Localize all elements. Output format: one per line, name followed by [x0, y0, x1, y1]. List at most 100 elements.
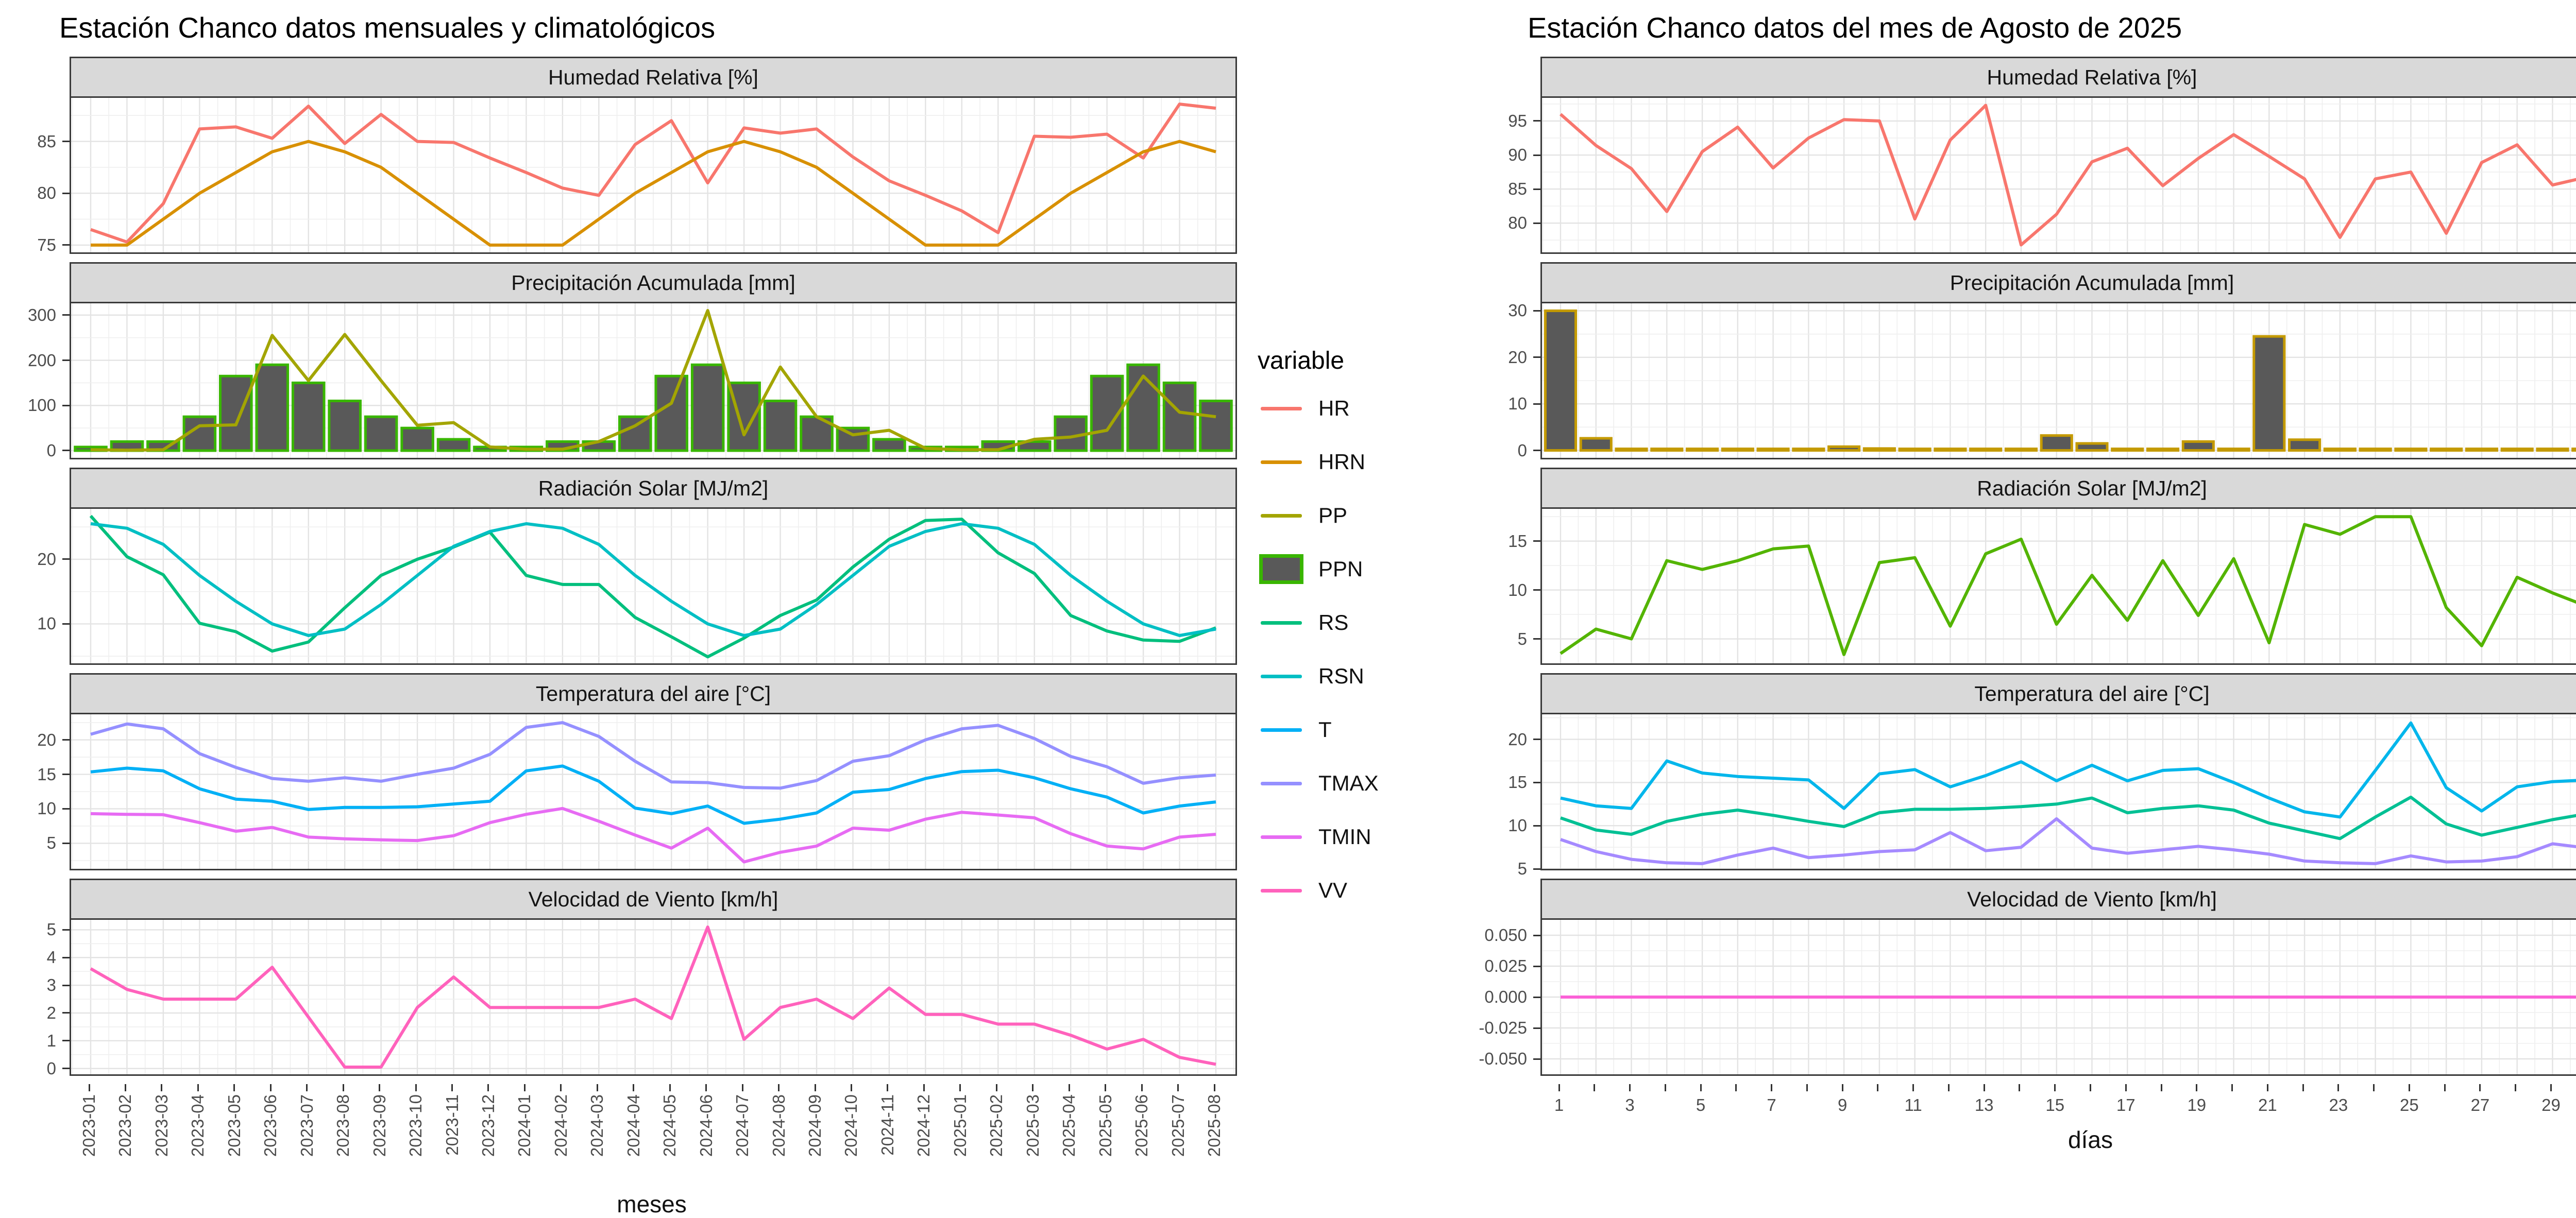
swatch-shape: [1261, 728, 1302, 732]
left-plot-svg-0: [71, 98, 1235, 252]
y-axis-spacer: [1450, 879, 1540, 918]
y-tick-mark: [62, 1068, 70, 1070]
y-tick-mark: [62, 774, 70, 776]
x-tick-label: 2023-12: [478, 1094, 498, 1157]
x-tick-mark: [2231, 1084, 2233, 1091]
y-tick-mark: [1533, 1058, 1540, 1060]
y-tick-label: 0.025: [1484, 956, 1527, 975]
right-strip-1: Precipitación Acumulada [mm]: [1540, 262, 2576, 302]
x-tick-label: 19: [2187, 1095, 2207, 1114]
legend-label: PP: [1318, 503, 1348, 527]
x-tick-label: 29: [2541, 1095, 2561, 1114]
x-tick-mark: [923, 1084, 925, 1091]
x-tick-mark: [633, 1084, 635, 1091]
swatch-shape: [1261, 674, 1302, 678]
x-tick-mark: [2054, 1084, 2056, 1091]
y-tick-label: 0: [1517, 440, 1527, 460]
x-tick-mark: [995, 1084, 997, 1091]
y-tick-mark: [1533, 934, 1540, 936]
legend-line-swatch-icon: [1258, 607, 1305, 639]
y-axis-spacer: [1450, 57, 1540, 96]
left-strip-2: Radiación Solar [MJ/m2]: [70, 468, 1237, 507]
left-plot-area-4: [70, 918, 1237, 1076]
x-tick-mark: [2090, 1084, 2091, 1091]
x-tick-mark: [2444, 1084, 2446, 1091]
x-tick-mark: [1771, 1084, 1773, 1091]
right-y-axis-1: 0 10 20 30: [1450, 301, 1540, 460]
y-tick-mark: [62, 956, 70, 958]
y-tick-mark: [1533, 638, 1540, 640]
y-tick-mark: [1533, 996, 1540, 998]
x-tick-label: 2024-01: [515, 1094, 534, 1157]
swatch-shape: [1259, 554, 1303, 584]
legend-line-swatch-icon: [1258, 392, 1305, 424]
left-legend: variable HR HRN PP PPN RS RSN T TMAX TMIN VV: [1258, 347, 1379, 928]
y-tick-mark: [1533, 739, 1540, 741]
x-tick-mark: [88, 1084, 90, 1091]
left-strip-title-1: Precipitación Acumulada [mm]: [511, 270, 795, 295]
swatch-shape: [1261, 888, 1302, 893]
legend-entry-TMAX: TMAX: [1258, 767, 1379, 799]
y-tick-mark: [62, 359, 70, 362]
left-plot-svg-2: [71, 509, 1235, 663]
x-tick-label: 2024-08: [769, 1094, 788, 1157]
y-tick-label: 80: [1508, 213, 1527, 233]
left-y-axis-0: 75 80 85: [5, 96, 70, 254]
x-tick-mark: [741, 1084, 743, 1091]
right-plot-area-3: [1540, 713, 2576, 870]
x-tick-label: 2025-03: [1023, 1094, 1042, 1157]
y-tick-mark: [1533, 154, 1540, 156]
y-tick-label: 85: [37, 131, 56, 151]
y-tick-label: 75: [37, 235, 56, 254]
x-tick-label: 2023-02: [115, 1094, 135, 1157]
y-tick-label: 3: [46, 975, 56, 995]
left-facet-panels: Humedad Relativa [%] 75 80 85 Precipitación …: [5, 57, 1237, 1218]
left-plot-area-0: [70, 96, 1237, 254]
x-tick-label: 2023-11: [442, 1094, 462, 1156]
left-x-axis-title: meses: [617, 1191, 687, 1217]
right-strip-title-0: Humedad Relativa [%]: [1987, 65, 2197, 89]
x-tick-mark: [1105, 1084, 1107, 1091]
x-tick-label: 1: [1554, 1095, 1564, 1114]
y-tick-label: 10: [1508, 394, 1527, 414]
x-tick-label: 2023-03: [151, 1094, 171, 1157]
right-plot-area-4: [1540, 918, 2576, 1076]
x-tick-label: 3: [1625, 1095, 1635, 1114]
left-x-axis: 2023-01 2023-02 2023-03 2023-04 2023-05 2023-…: [70, 1084, 1234, 1187]
y-tick-label: 10: [37, 799, 56, 818]
y-tick-label: 0: [46, 1058, 56, 1078]
left-strip-title-0: Humedad Relativa [%]: [548, 65, 758, 89]
left-strip-3: Temperatura del aire [°C]: [70, 673, 1237, 713]
x-tick-mark: [2196, 1084, 2198, 1091]
x-tick-mark: [959, 1084, 961, 1091]
left-chart-title: Estación Chanco datos mensuales y climat…: [59, 11, 716, 44]
y-tick-mark: [1533, 310, 1540, 312]
right-chart-title: Estación Chanco datos del mes de Agosto …: [1528, 11, 2182, 44]
left-strip-1: Precipitación Acumulada [mm]: [70, 262, 1237, 302]
swatch-shape: [1261, 406, 1302, 410]
right-strip-title-4: Velocidad de Viento [km/h]: [1967, 887, 2217, 911]
x-tick-mark: [197, 1084, 199, 1091]
y-tick-mark: [62, 1040, 70, 1042]
y-tick-mark: [62, 404, 70, 406]
right-y-axis-0: 80 85 90 95: [1450, 96, 1540, 254]
x-tick-mark: [306, 1084, 308, 1091]
y-tick-label: 0.000: [1484, 987, 1527, 1006]
x-tick-mark: [1629, 1084, 1631, 1091]
y-tick-label: 10: [1508, 580, 1527, 599]
right-y-axis-3: 5 10 15 20: [1450, 713, 1540, 878]
y-tick-mark: [1533, 120, 1540, 122]
y-tick-mark: [62, 244, 70, 246]
legend-entry-TMIN: TMIN: [1258, 821, 1379, 853]
x-tick-label: 25: [2400, 1095, 2419, 1114]
y-tick-mark: [1533, 965, 1540, 967]
x-tick-label: 2025-01: [950, 1094, 970, 1157]
x-tick-label: 2024-04: [623, 1094, 643, 1157]
right-plot-svg-3: [1542, 714, 2576, 870]
x-tick-mark: [415, 1084, 417, 1091]
legend-entry-VV: VV: [1258, 874, 1379, 906]
left-plot-svg-3: [71, 714, 1235, 869]
x-tick-label: 27: [2470, 1095, 2490, 1114]
legend-entry-PP: PP: [1258, 500, 1379, 531]
x-tick-mark: [269, 1084, 272, 1091]
